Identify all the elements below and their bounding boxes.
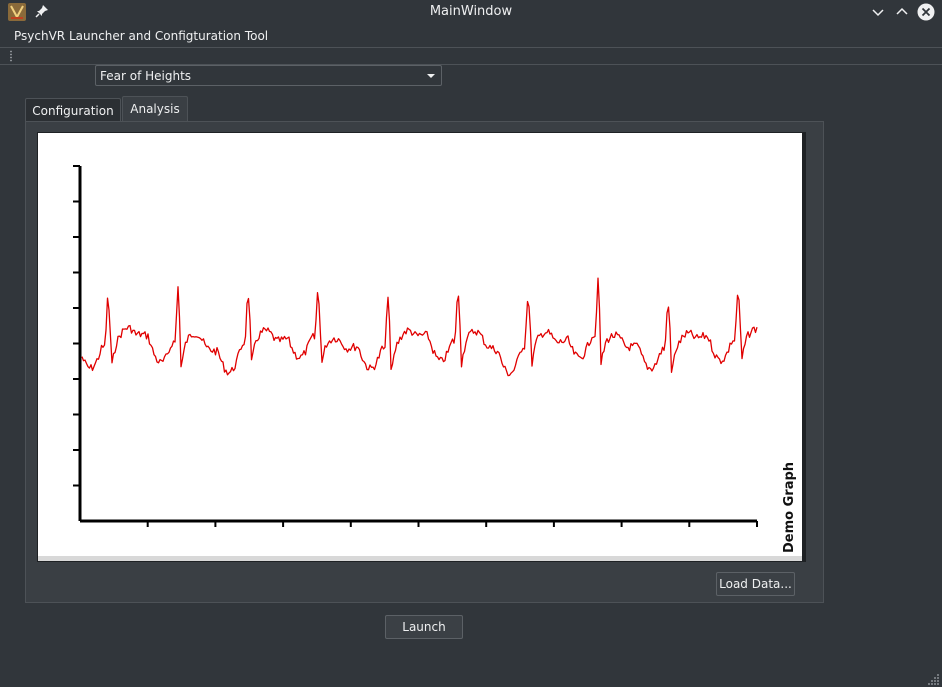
title-bar: MainWindow [0, 0, 942, 24]
demo-graph: Demo Graph [73, 165, 797, 553]
toolbar-grip-icon[interactable] [9, 50, 13, 62]
window-title: MainWindow [429, 4, 513, 19]
menu-item-app[interactable]: PsychVR Launcher and Configturation Tool [14, 29, 269, 43]
tab-analysis[interactable]: Analysis [122, 96, 188, 122]
scenario-select-value: Fear of Heights [100, 69, 192, 83]
launch-button[interactable]: Launch [385, 615, 463, 639]
toolbar [0, 48, 942, 65]
app-icon[interactable] [8, 3, 26, 21]
tab-configuration-label: Configuration [32, 104, 114, 118]
tab-configuration[interactable]: Configuration [25, 98, 121, 122]
maximize-icon[interactable] [893, 3, 911, 21]
graph-rotated-label: Demo Graph [782, 462, 797, 553]
close-icon[interactable] [917, 3, 935, 21]
graph-horizontal-scrollbar[interactable] [38, 556, 802, 561]
pin-icon[interactable] [35, 4, 49, 18]
minimize-icon[interactable] [869, 3, 887, 21]
signal-line [81, 277, 758, 377]
chevron-down-icon [427, 74, 435, 78]
menu-divider [0, 47, 942, 48]
resize-grip-icon[interactable] [928, 673, 940, 685]
menu-bar: PsychVR Launcher and Configturation Tool [0, 26, 942, 46]
load-data-button[interactable]: Load Data... [716, 572, 795, 596]
graph-view[interactable]: Demo Graph [37, 132, 806, 562]
tab-analysis-label: Analysis [130, 102, 180, 116]
scenario-select[interactable]: Fear of Heights [95, 65, 442, 86]
graph-axes [73, 165, 758, 527]
graph-vertical-scrollbar[interactable] [802, 133, 805, 561]
